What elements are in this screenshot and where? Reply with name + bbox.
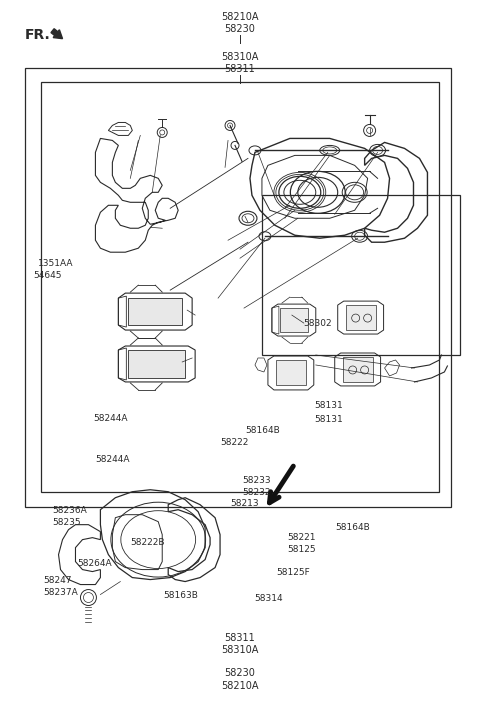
Text: 58230: 58230 [225,23,255,33]
Text: 54645: 54645 [33,271,62,280]
Text: 58311: 58311 [225,64,255,74]
Bar [41,82,439,493]
Text: 58233: 58233 [242,476,271,485]
Text: 58264A: 58264A [77,559,112,569]
Text: 58163B: 58163B [163,591,198,600]
Text: 58232: 58232 [242,488,271,497]
Text: 58125: 58125 [287,545,315,554]
Text: 58210A: 58210A [221,681,259,691]
Text: 58131: 58131 [314,401,343,410]
Text: 58310A: 58310A [221,52,259,62]
Text: 58125F: 58125F [276,568,310,577]
Text: 58310A: 58310A [221,645,259,655]
Text: 58236A: 58236A [52,506,87,515]
Text: 1351AA: 1351AA [38,259,73,269]
Bar [262,195,460,354]
Text: 58244A: 58244A [96,454,130,464]
Text: 58244A: 58244A [93,413,128,423]
Text: 58230: 58230 [225,668,255,678]
Text: 58237A: 58237A [43,588,78,598]
Text: 58222: 58222 [220,438,248,447]
Text: FR.: FR. [24,28,50,42]
Polygon shape [343,357,372,382]
Text: 58131: 58131 [314,415,343,424]
Text: 58164B: 58164B [336,523,371,532]
Polygon shape [346,305,376,330]
Text: 58213: 58213 [230,498,259,508]
Text: 58222B: 58222B [130,537,165,547]
Text: 58221: 58221 [287,532,315,542]
Polygon shape [128,350,185,378]
Text: 58235: 58235 [52,518,81,527]
Text: 58247: 58247 [43,576,72,586]
Polygon shape [276,360,306,385]
Bar [24,68,451,507]
Text: 58302: 58302 [304,319,332,328]
Text: 58210A: 58210A [221,11,259,22]
Text: 58164B: 58164B [245,426,279,435]
Text: 58311: 58311 [225,632,255,642]
Text: 58314: 58314 [254,594,283,603]
Polygon shape [128,298,182,325]
FancyArrow shape [51,29,62,39]
Polygon shape [280,308,308,332]
